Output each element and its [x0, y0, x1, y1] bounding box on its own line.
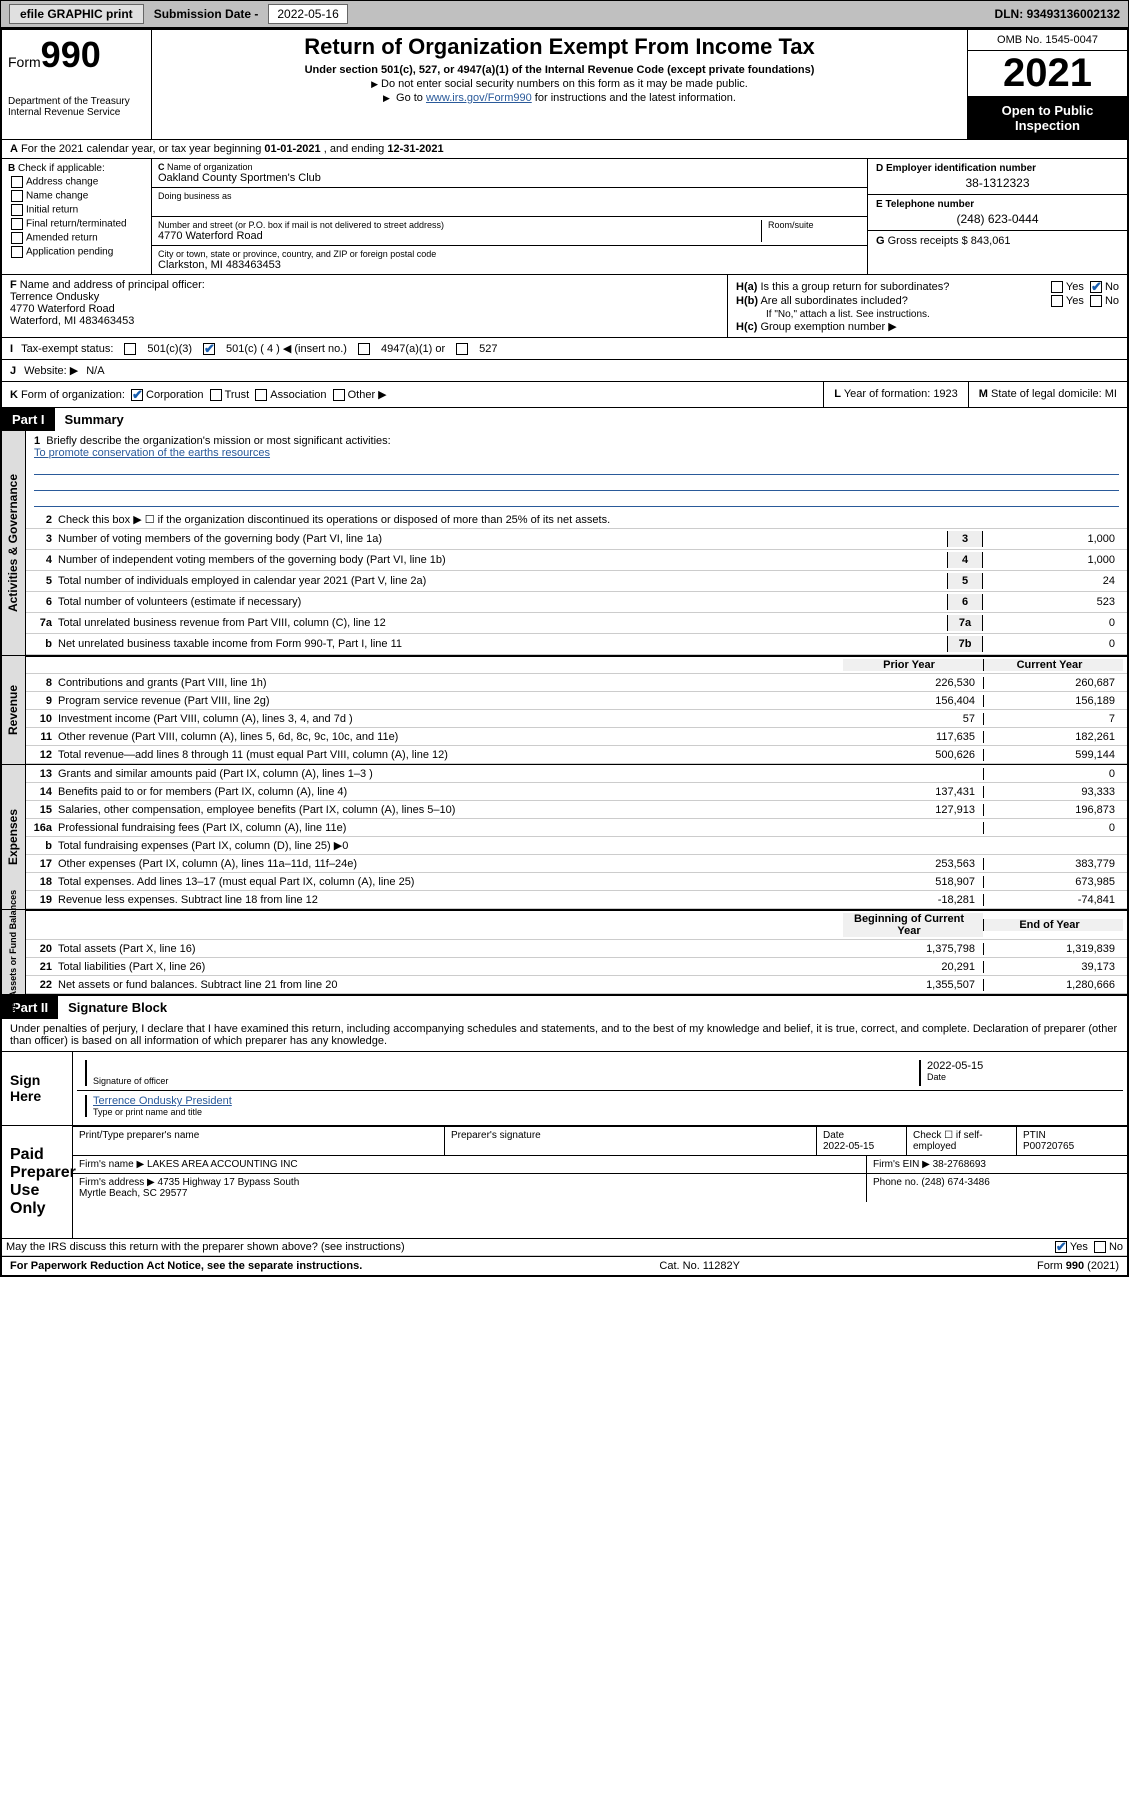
part1-header: Part I [2, 408, 55, 431]
section-b-checkboxes: B Check if applicable: Address change Na… [2, 159, 152, 274]
ptin: PTINP00720765 [1017, 1127, 1127, 1155]
line-8: 8 Contributions and grants (Part VIII, l… [26, 674, 1127, 692]
col-headers-net: Beginning of Current Year End of Year [26, 910, 1127, 940]
topbar: efile GRAPHIC print Submission Date - 20… [0, 0, 1129, 28]
sign-here-label: Sign Here [2, 1052, 72, 1125]
omb-number: OMB No. 1545-0047 [968, 30, 1127, 51]
vtab-governance: Activities & Governance [2, 431, 26, 655]
row-a-tax-year: A For the 2021 calendar year, or tax yea… [2, 140, 1127, 159]
dln: DLN: 93493136002132 [995, 7, 1120, 21]
line-17: 17 Other expenses (Part IX, column (A), … [26, 855, 1127, 873]
mission-text[interactable]: To promote conservation of the earths re… [34, 447, 270, 459]
subtitle-1: Under section 501(c), 527, or 4947(a)(1)… [160, 64, 959, 76]
section-f-officer: F Name and address of principal officer:… [2, 275, 727, 337]
ein: 38-1312323 [876, 176, 1119, 190]
sub-date: 2022-05-16 [268, 4, 347, 24]
line-6: 6 Total number of volunteers (estimate i… [26, 592, 1127, 613]
prep-name: Print/Type preparer's name [73, 1127, 445, 1155]
line-4: 4 Number of independent voting members o… [26, 550, 1127, 571]
gross-receipts: 843,061 [971, 235, 1011, 247]
chk-initial-return[interactable]: Initial return [8, 204, 145, 216]
open-to-public: Open to Public Inspection [968, 97, 1127, 139]
phone: (248) 623-0444 [876, 212, 1119, 226]
penalty-statement: Under penalties of perjury, I declare th… [2, 1019, 1127, 1051]
org-name: Oakland County Sportmen's Club [158, 172, 861, 184]
form-990-page: Form990 Department of the Treasury Inter… [0, 28, 1129, 1277]
firm-name: Firm's name ▶ LAKES AREA ACCOUNTING INC [73, 1156, 867, 1173]
col-headers-rev: Prior Year Current Year [26, 656, 1127, 674]
line-5: 5 Total number of individuals employed i… [26, 571, 1127, 592]
efile-print-btn[interactable]: efile GRAPHIC print [9, 4, 144, 24]
line-3: 3 Number of voting members of the govern… [26, 529, 1127, 550]
officer-sig-name[interactable]: Terrence Ondusky President [93, 1095, 232, 1107]
line-14: 14 Benefits paid to or for members (Part… [26, 783, 1127, 801]
subtitle-2: Do not enter social security numbers on … [160, 78, 959, 90]
section-c-org-info: C Name of organization Oakland County Sp… [152, 159, 867, 274]
part-2: Part IISignature Block Under penalties o… [2, 994, 1127, 1256]
row-j-website: J Website: ▶ N/A [2, 360, 1127, 382]
firm-address: Firm's address ▶ 4735 Highway 17 Bypass … [73, 1174, 867, 1202]
dept-treasury: Department of the Treasury Internal Reve… [8, 96, 145, 118]
line-b: b Total fundraising expenses (Part IX, c… [26, 837, 1127, 855]
sub-date-label: Submission Date - [154, 7, 259, 21]
line-11: 11 Other revenue (Part VIII, column (A),… [26, 728, 1127, 746]
line-13: 13 Grants and similar amounts paid (Part… [26, 765, 1127, 783]
officer-name: Terrence Ondusky [10, 291, 99, 303]
line-b: b Net unrelated business taxable income … [26, 634, 1127, 655]
sig-date: 2022-05-15 [927, 1060, 1119, 1072]
chk-name-change[interactable]: Name change [8, 190, 145, 202]
firm-phone: Phone no. (248) 674-3486 [867, 1174, 1127, 1202]
line-22: 22 Net assets or fund balances. Subtract… [26, 976, 1127, 994]
irs-link[interactable]: www.irs.gov/Form990 [426, 92, 532, 104]
part-1: Part ISummary Activities & Governance 1 … [2, 408, 1127, 994]
chk-address-change[interactable]: Address change [8, 176, 145, 188]
chk-app-pending[interactable]: Application pending [8, 246, 145, 258]
chk-final-return[interactable]: Final return/terminated [8, 218, 145, 230]
line-19: 19 Revenue less expenses. Subtract line … [26, 891, 1127, 909]
vtab-net-assets: Net Assets or Fund Balances [2, 910, 26, 994]
row-i-tax-status: I Tax-exempt status: 501(c)(3) 501(c) ( … [2, 338, 1127, 360]
form-header: Form990 Department of the Treasury Inter… [2, 30, 1127, 140]
firm-ein: Firm's EIN ▶ 38-2768693 [867, 1156, 1127, 1173]
line-9: 9 Program service revenue (Part VIII, li… [26, 692, 1127, 710]
subtitle-3: Go to www.irs.gov/Form990 for instructio… [160, 92, 959, 104]
line-21: 21 Total liabilities (Part X, line 26) 2… [26, 958, 1127, 976]
prep-self-emp: Check ☐ if self-employed [907, 1127, 1017, 1155]
prep-date: Date2022-05-15 [817, 1127, 907, 1155]
section-h-group: H(a) Is this a group return for subordin… [727, 275, 1127, 337]
website: N/A [86, 365, 104, 377]
line-20: 20 Total assets (Part X, line 16) 1,375,… [26, 940, 1127, 958]
year-formation: L Year of formation: 1923 [823, 382, 968, 407]
form-title: Return of Organization Exempt From Incom… [160, 34, 959, 60]
row-k-form-org: K Form of organization: Corporation Trus… [2, 382, 823, 407]
form-label: Form [8, 54, 41, 70]
line-16a: 16a Professional fundraising fees (Part … [26, 819, 1127, 837]
chk-amended[interactable]: Amended return [8, 232, 145, 244]
vtab-revenue: Revenue [2, 656, 26, 764]
line-15: 15 Salaries, other compensation, employe… [26, 801, 1127, 819]
paid-preparer-label: Paid Preparer Use Only [2, 1126, 72, 1238]
may-discuss: May the IRS discuss this return with the… [2, 1238, 1127, 1256]
line-7a: 7a Total unrelated business revenue from… [26, 613, 1127, 634]
line-18: 18 Total expenses. Add lines 13–17 (must… [26, 873, 1127, 891]
state-domicile: M State of legal domicile: MI [968, 382, 1127, 407]
vtab-expenses: Expenses [2, 765, 26, 909]
org-address: 4770 Waterford Road [158, 230, 761, 242]
prep-sig: Preparer's signature [445, 1127, 817, 1155]
page-footer: For Paperwork Reduction Act Notice, see … [2, 1256, 1127, 1275]
line-10: 10 Investment income (Part VIII, column … [26, 710, 1127, 728]
org-city: Clarkston, MI 483463453 [158, 259, 861, 271]
tax-year: 2021 [968, 51, 1127, 97]
form-number: 990 [41, 34, 101, 75]
line-12: 12 Total revenue—add lines 8 through 11 … [26, 746, 1127, 764]
